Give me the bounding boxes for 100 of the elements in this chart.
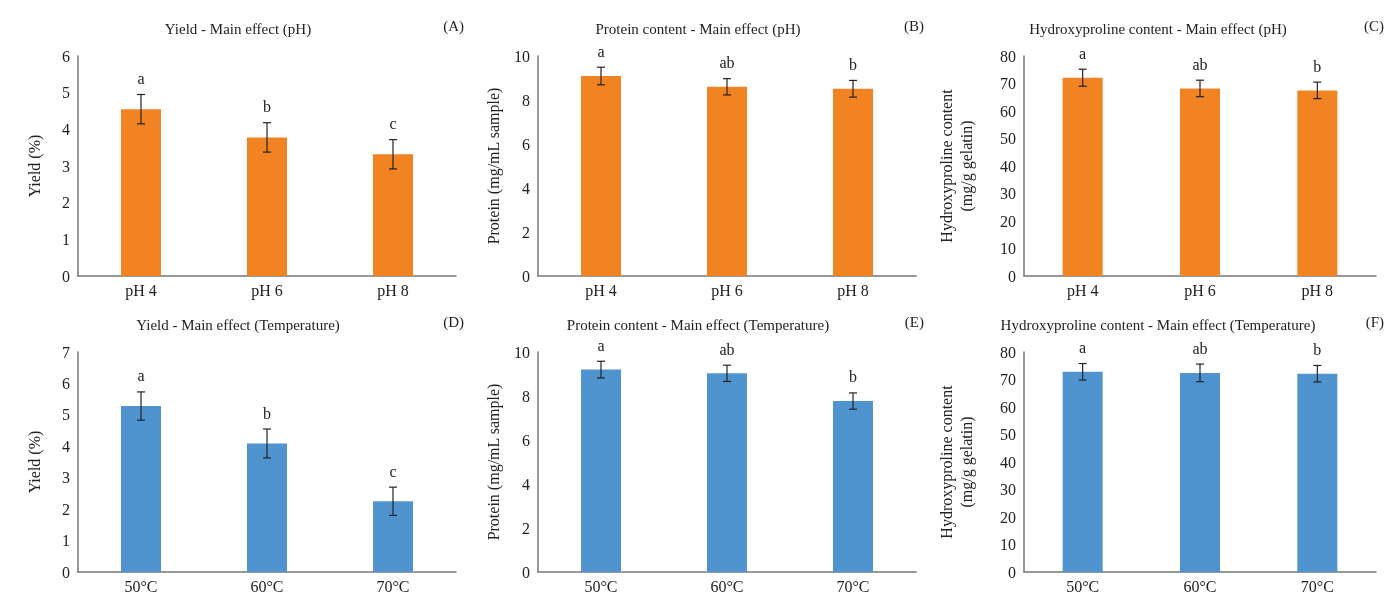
y-tick-label: 0: [62, 267, 70, 285]
y-tick-label: 2: [522, 519, 530, 537]
bar: [373, 501, 413, 572]
y-tick-label: 30: [1000, 481, 1016, 498]
annotation: b: [263, 98, 271, 116]
y-axis-title: Yield (%): [25, 134, 44, 198]
y-tick-label: 10: [514, 47, 530, 65]
chart-title: Protein content - Main effect (pH): [595, 20, 801, 38]
y-tick-label: 80: [1000, 47, 1016, 65]
annotation: c: [389, 462, 397, 480]
y-tick-label: 10: [514, 343, 530, 361]
y-tick-label: 8: [522, 91, 530, 109]
annotation: a: [597, 336, 605, 354]
annotation: b: [1313, 340, 1322, 358]
y-tick-label: 6: [62, 374, 70, 392]
x-tick-label: 50°C: [124, 577, 158, 595]
annotation: ab: [719, 340, 735, 358]
y-tick-label: 20: [1000, 212, 1016, 230]
y-tick-label: 0: [1008, 563, 1016, 581]
x-tick-label: 60°C: [250, 577, 284, 595]
text: (C): [1364, 17, 1384, 35]
y-tick-label: 4: [522, 179, 530, 197]
y-tick-label: 70: [1000, 371, 1016, 388]
y-tick-label: 20: [1000, 508, 1016, 526]
x-tick-label: 70°C: [836, 577, 870, 595]
annotation: ab: [719, 54, 735, 72]
y-tick-label: 7: [62, 343, 70, 361]
annotation: a: [597, 42, 605, 60]
x-tick-label: 50°C: [584, 577, 618, 595]
y-axis-title: Yield (%): [25, 430, 44, 494]
y-tick-label: 6: [62, 47, 70, 65]
y-axis-title: Hydroxyproline content (mg/g gelatin): [937, 384, 976, 539]
bar: [373, 154, 413, 276]
annotation: ab: [1192, 339, 1208, 357]
y-tick-label: 5: [62, 84, 70, 102]
y-tick-label: 0: [62, 563, 70, 581]
x-tick-label: pH 6: [251, 281, 283, 300]
chart-title: Hydroxyproline content - Main effect (pH): [1029, 20, 1287, 38]
y-tick-label: 40: [1000, 157, 1016, 175]
annotation: a: [137, 70, 145, 87]
bar: [121, 406, 161, 572]
y-tick-label: 3: [62, 469, 70, 487]
annotation: b: [1313, 57, 1322, 75]
y-tick-label: 1: [62, 230, 70, 248]
y-tick-label: 50: [1000, 426, 1016, 443]
y-tick-label: 8: [522, 387, 530, 405]
annotation: a: [1079, 339, 1087, 357]
y-tick-label: 1: [62, 532, 70, 550]
y-axis-title: Protein (mg/mL sample): [484, 87, 503, 245]
x-tick-label: 70°C: [1300, 577, 1334, 595]
y-tick-label: 40: [1000, 453, 1016, 471]
text: (B): [904, 17, 924, 35]
y-tick-label: 10: [1000, 536, 1016, 553]
annotation: b: [849, 55, 857, 73]
y-axis-title: Protein (mg/mL sample): [484, 383, 503, 541]
annotation: b: [263, 404, 271, 422]
x-tick-label: pH 8: [377, 281, 409, 300]
x-tick-label: 60°C: [710, 577, 744, 595]
y-tick-label: 6: [522, 135, 530, 153]
x-tick-label: pH 4: [1066, 281, 1099, 300]
bar: [247, 137, 287, 276]
x-tick-label: pH 6: [711, 281, 743, 300]
chart-title: Protein content - Main effect (Temperature): [566, 316, 830, 334]
y-tick-label: 80: [1000, 343, 1016, 361]
y-tick-label: 60: [1000, 398, 1016, 416]
annotation: b: [849, 368, 857, 386]
y-tick-label: 6: [522, 431, 530, 449]
bar: [121, 109, 161, 276]
x-tick-label: pH 4: [585, 281, 617, 300]
y-tick-label: 70: [1000, 75, 1016, 92]
y-tick-label: 4: [62, 120, 70, 138]
chart-title: Hydroxyproline content - Main effect (Temperature): [1000, 316, 1316, 334]
y-tick-label: 0: [522, 563, 530, 581]
y-tick-label: 30: [1000, 185, 1016, 202]
y-tick-label: 2: [62, 194, 70, 212]
text: (A): [443, 17, 465, 35]
text: (D): [443, 313, 465, 331]
x-tick-label: pH 8: [1301, 281, 1334, 300]
y-tick-label: 10: [1000, 240, 1016, 257]
y-tick-label: 4: [62, 437, 70, 455]
annotation: c: [389, 115, 397, 133]
y-tick-label: 0: [1008, 267, 1016, 285]
chart-title: Yield - Main effect (Temperature): [136, 316, 340, 334]
y-axis-title: Hydroxyproline content (mg/g gelatin): [937, 88, 976, 243]
y-tick-label: 5: [62, 406, 70, 424]
y-tick-label: 4: [522, 475, 530, 493]
x-tick-label: pH 4: [125, 281, 157, 300]
x-tick-label: pH 6: [1184, 281, 1216, 300]
y-tick-label: 50: [1000, 130, 1016, 147]
y-tick-label: 60: [1000, 102, 1016, 120]
text: (F): [1365, 313, 1385, 331]
y-tick-label: 2: [62, 500, 70, 518]
y-tick-label: 3: [62, 157, 70, 175]
annotation: a: [1079, 44, 1087, 62]
x-tick-label: 70°C: [376, 577, 410, 595]
x-tick-label: 50°C: [1066, 577, 1100, 595]
y-tick-label: 2: [522, 223, 530, 241]
annotation: a: [137, 367, 145, 385]
x-tick-label: pH 8: [837, 281, 869, 300]
x-tick-label: 60°C: [1183, 577, 1217, 595]
